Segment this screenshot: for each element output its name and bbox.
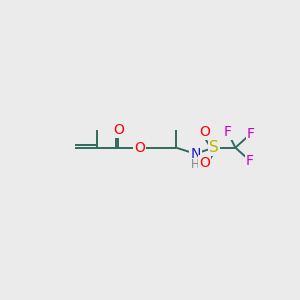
Text: F: F	[224, 125, 232, 139]
Text: F: F	[247, 127, 255, 141]
Text: F: F	[246, 154, 254, 168]
Text: O: O	[134, 141, 145, 155]
Text: H: H	[191, 158, 200, 171]
Text: N: N	[190, 147, 200, 161]
Text: O: O	[113, 123, 124, 137]
Text: O: O	[199, 156, 210, 170]
Text: O: O	[199, 125, 210, 139]
Text: S: S	[209, 140, 219, 155]
